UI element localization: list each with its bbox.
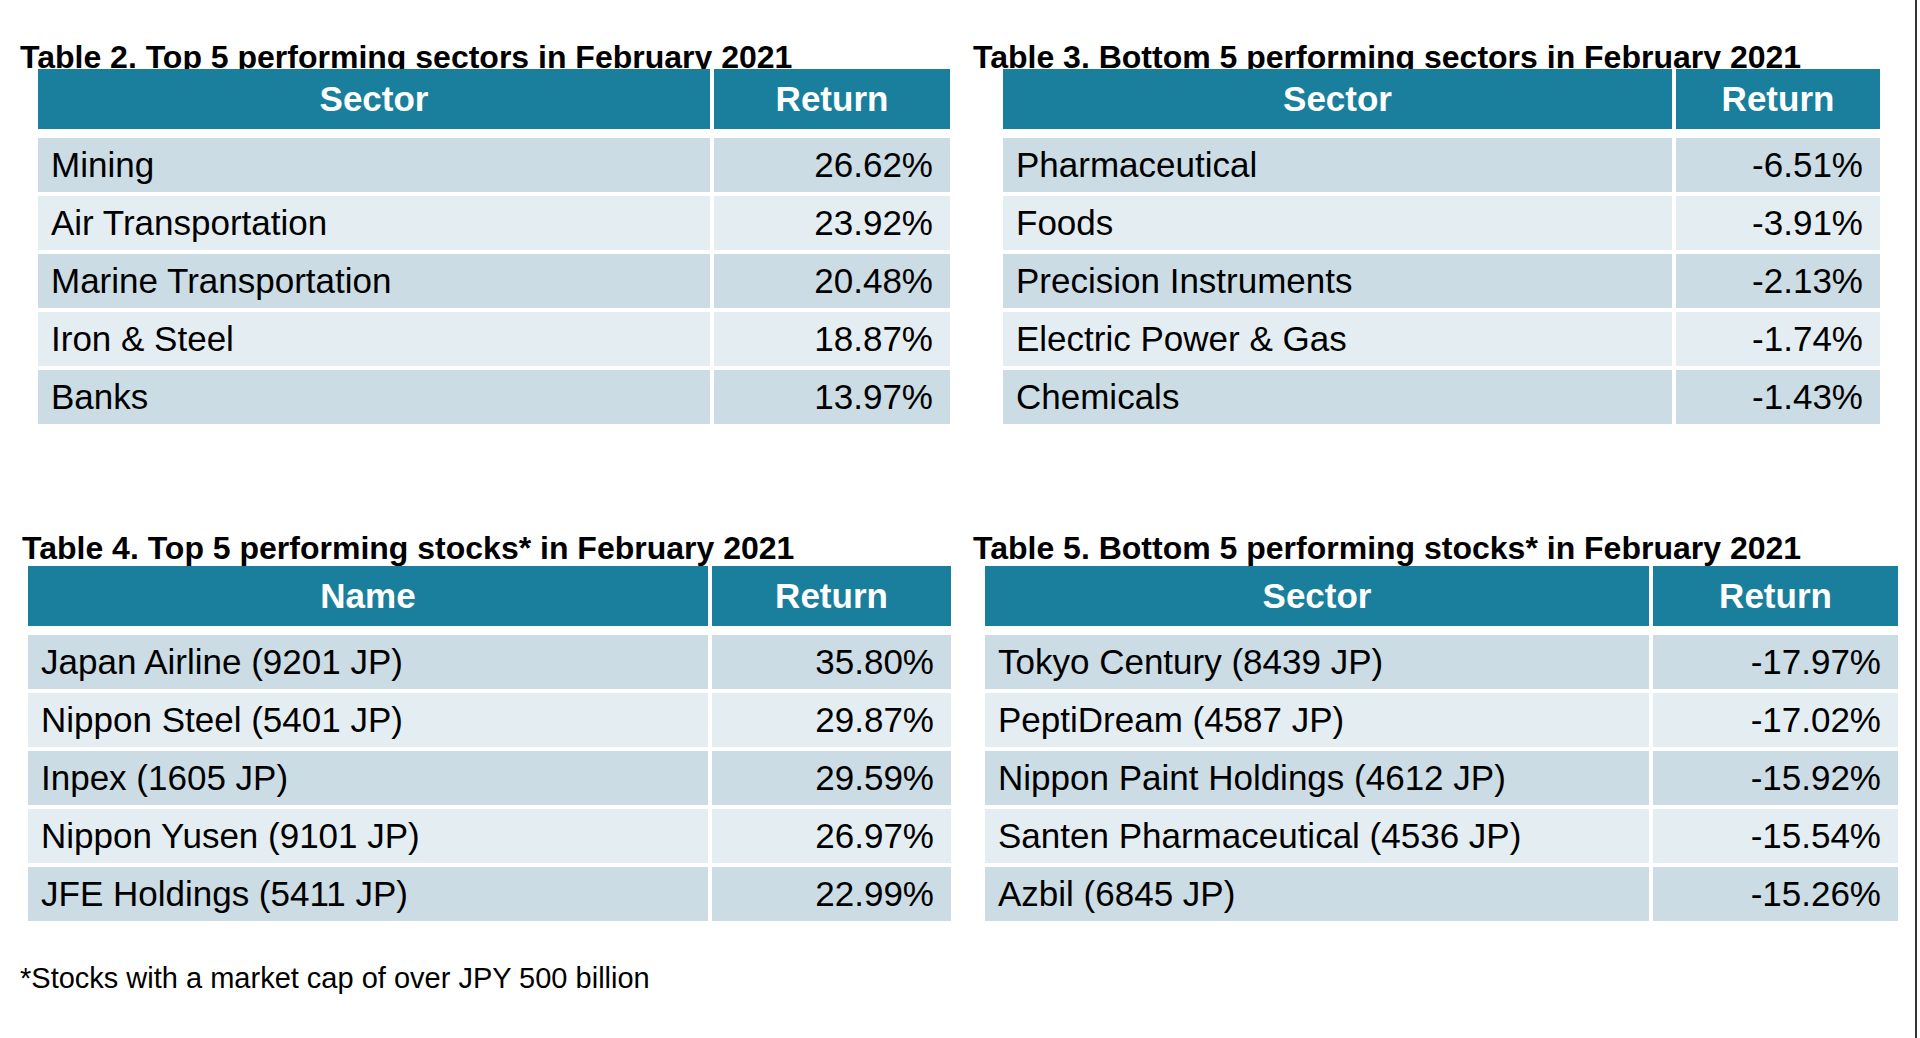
cell-label: Nippon Paint Holdings (4612 JP) — [985, 751, 1649, 805]
table-top-stocks: Name Return Japan Airline (9201 JP)35.80… — [28, 566, 951, 925]
cell-label: Iron & Steel — [38, 312, 710, 366]
cell-return: -3.91% — [1676, 196, 1880, 250]
cell-return: 26.62% — [714, 138, 950, 192]
cell-label: Nippon Steel (5401 JP) — [28, 693, 708, 747]
footnote: *Stocks with a market cap of over JPY 50… — [20, 962, 650, 995]
table-body: Mining26.62%Air Transportation23.92%Mari… — [38, 138, 950, 424]
cell-label: Mining — [38, 138, 710, 192]
table-row: Iron & Steel18.87% — [38, 312, 950, 366]
cell-label: Japan Airline (9201 JP) — [28, 635, 708, 689]
cell-return: -17.02% — [1653, 693, 1898, 747]
cell-return: -15.54% — [1653, 809, 1898, 863]
table-row: PeptiDream (4587 JP)-17.02% — [985, 693, 1898, 747]
cell-label: Electric Power & Gas — [1003, 312, 1672, 366]
table-row: Pharmaceutical-6.51% — [1003, 138, 1880, 192]
table-body: Tokyo Century (8439 JP)-17.97%PeptiDream… — [985, 635, 1898, 921]
table-header-row: Name Return — [28, 566, 951, 626]
cell-return: 29.87% — [712, 693, 951, 747]
cell-return: 13.97% — [714, 370, 950, 424]
cell-label: Pharmaceutical — [1003, 138, 1672, 192]
table-body: Pharmaceutical-6.51%Foods-3.91%Precision… — [1003, 138, 1880, 424]
cell-label: Foods — [1003, 196, 1672, 250]
table-row: Nippon Yusen (9101 JP)26.97% — [28, 809, 951, 863]
table-body: Japan Airline (9201 JP)35.80%Nippon Stee… — [28, 635, 951, 921]
table-row: Air Transportation23.92% — [38, 196, 950, 250]
table-row: Inpex (1605 JP)29.59% — [28, 751, 951, 805]
table-header-row: Sector Return — [985, 566, 1898, 626]
cell-label: Azbil (6845 JP) — [985, 867, 1649, 921]
column-header-return: Return — [1676, 69, 1880, 129]
cell-return: -1.43% — [1676, 370, 1880, 424]
cell-return: 23.92% — [714, 196, 950, 250]
table-row: Electric Power & Gas-1.74% — [1003, 312, 1880, 366]
cell-return: -2.13% — [1676, 254, 1880, 308]
report-page: { "colors": { "header_bg": "#1A7F9C", "h… — [0, 0, 1920, 1038]
table-row: Mining26.62% — [38, 138, 950, 192]
cell-label: Inpex (1605 JP) — [28, 751, 708, 805]
table-top-sectors: Sector Return Mining26.62%Air Transporta… — [38, 69, 950, 428]
cell-return: -15.26% — [1653, 867, 1898, 921]
table-row: Japan Airline (9201 JP)35.80% — [28, 635, 951, 689]
column-header-return: Return — [712, 566, 951, 626]
table-bottom-stocks: Sector Return Tokyo Century (8439 JP)-17… — [985, 566, 1898, 925]
cell-label: Nippon Yusen (9101 JP) — [28, 809, 708, 863]
cell-label: Air Transportation — [38, 196, 710, 250]
cell-label: Banks — [38, 370, 710, 424]
column-header-return: Return — [1653, 566, 1898, 626]
cell-return: 29.59% — [712, 751, 951, 805]
cell-return: 20.48% — [714, 254, 950, 308]
table-header-row: Sector Return — [1003, 69, 1880, 129]
table-row: JFE Holdings (5411 JP)22.99% — [28, 867, 951, 921]
cell-label: Chemicals — [1003, 370, 1672, 424]
cell-return: 22.99% — [712, 867, 951, 921]
cell-return: 35.80% — [712, 635, 951, 689]
table-row: Azbil (6845 JP)-15.26% — [985, 867, 1898, 921]
table4-title: Table 4. Top 5 performing stocks* in Feb… — [22, 530, 794, 567]
column-header-sector: Sector — [1003, 69, 1672, 129]
cell-label: Tokyo Century (8439 JP) — [985, 635, 1649, 689]
table-row: Tokyo Century (8439 JP)-17.97% — [985, 635, 1898, 689]
table-row: Precision Instruments-2.13% — [1003, 254, 1880, 308]
cell-label: PeptiDream (4587 JP) — [985, 693, 1649, 747]
cell-return: 18.87% — [714, 312, 950, 366]
cell-label: Marine Transportation — [38, 254, 710, 308]
table5-title: Table 5. Bottom 5 performing stocks* in … — [973, 530, 1801, 567]
table-row: Nippon Paint Holdings (4612 JP)-15.92% — [985, 751, 1898, 805]
column-header-sector: Sector — [985, 566, 1649, 626]
table-row: Banks13.97% — [38, 370, 950, 424]
table-row: Nippon Steel (5401 JP)29.87% — [28, 693, 951, 747]
cell-return: -1.74% — [1676, 312, 1880, 366]
cell-return: -15.92% — [1653, 751, 1898, 805]
cell-label: Precision Instruments — [1003, 254, 1672, 308]
table-row: Marine Transportation20.48% — [38, 254, 950, 308]
cell-label: JFE Holdings (5411 JP) — [28, 867, 708, 921]
column-header-name: Name — [28, 566, 708, 626]
table-bottom-sectors: Sector Return Pharmaceutical-6.51%Foods-… — [1003, 69, 1880, 428]
cell-label: Santen Pharmaceutical (4536 JP) — [985, 809, 1649, 863]
column-header-return: Return — [714, 69, 950, 129]
table-header-row: Sector Return — [38, 69, 950, 129]
window-edge-line — [1915, 0, 1917, 1038]
table-row: Foods-3.91% — [1003, 196, 1880, 250]
table-row: Santen Pharmaceutical (4536 JP)-15.54% — [985, 809, 1898, 863]
column-header-sector: Sector — [38, 69, 710, 129]
cell-return: -17.97% — [1653, 635, 1898, 689]
cell-return: -6.51% — [1676, 138, 1880, 192]
table-row: Chemicals-1.43% — [1003, 370, 1880, 424]
cell-return: 26.97% — [712, 809, 951, 863]
